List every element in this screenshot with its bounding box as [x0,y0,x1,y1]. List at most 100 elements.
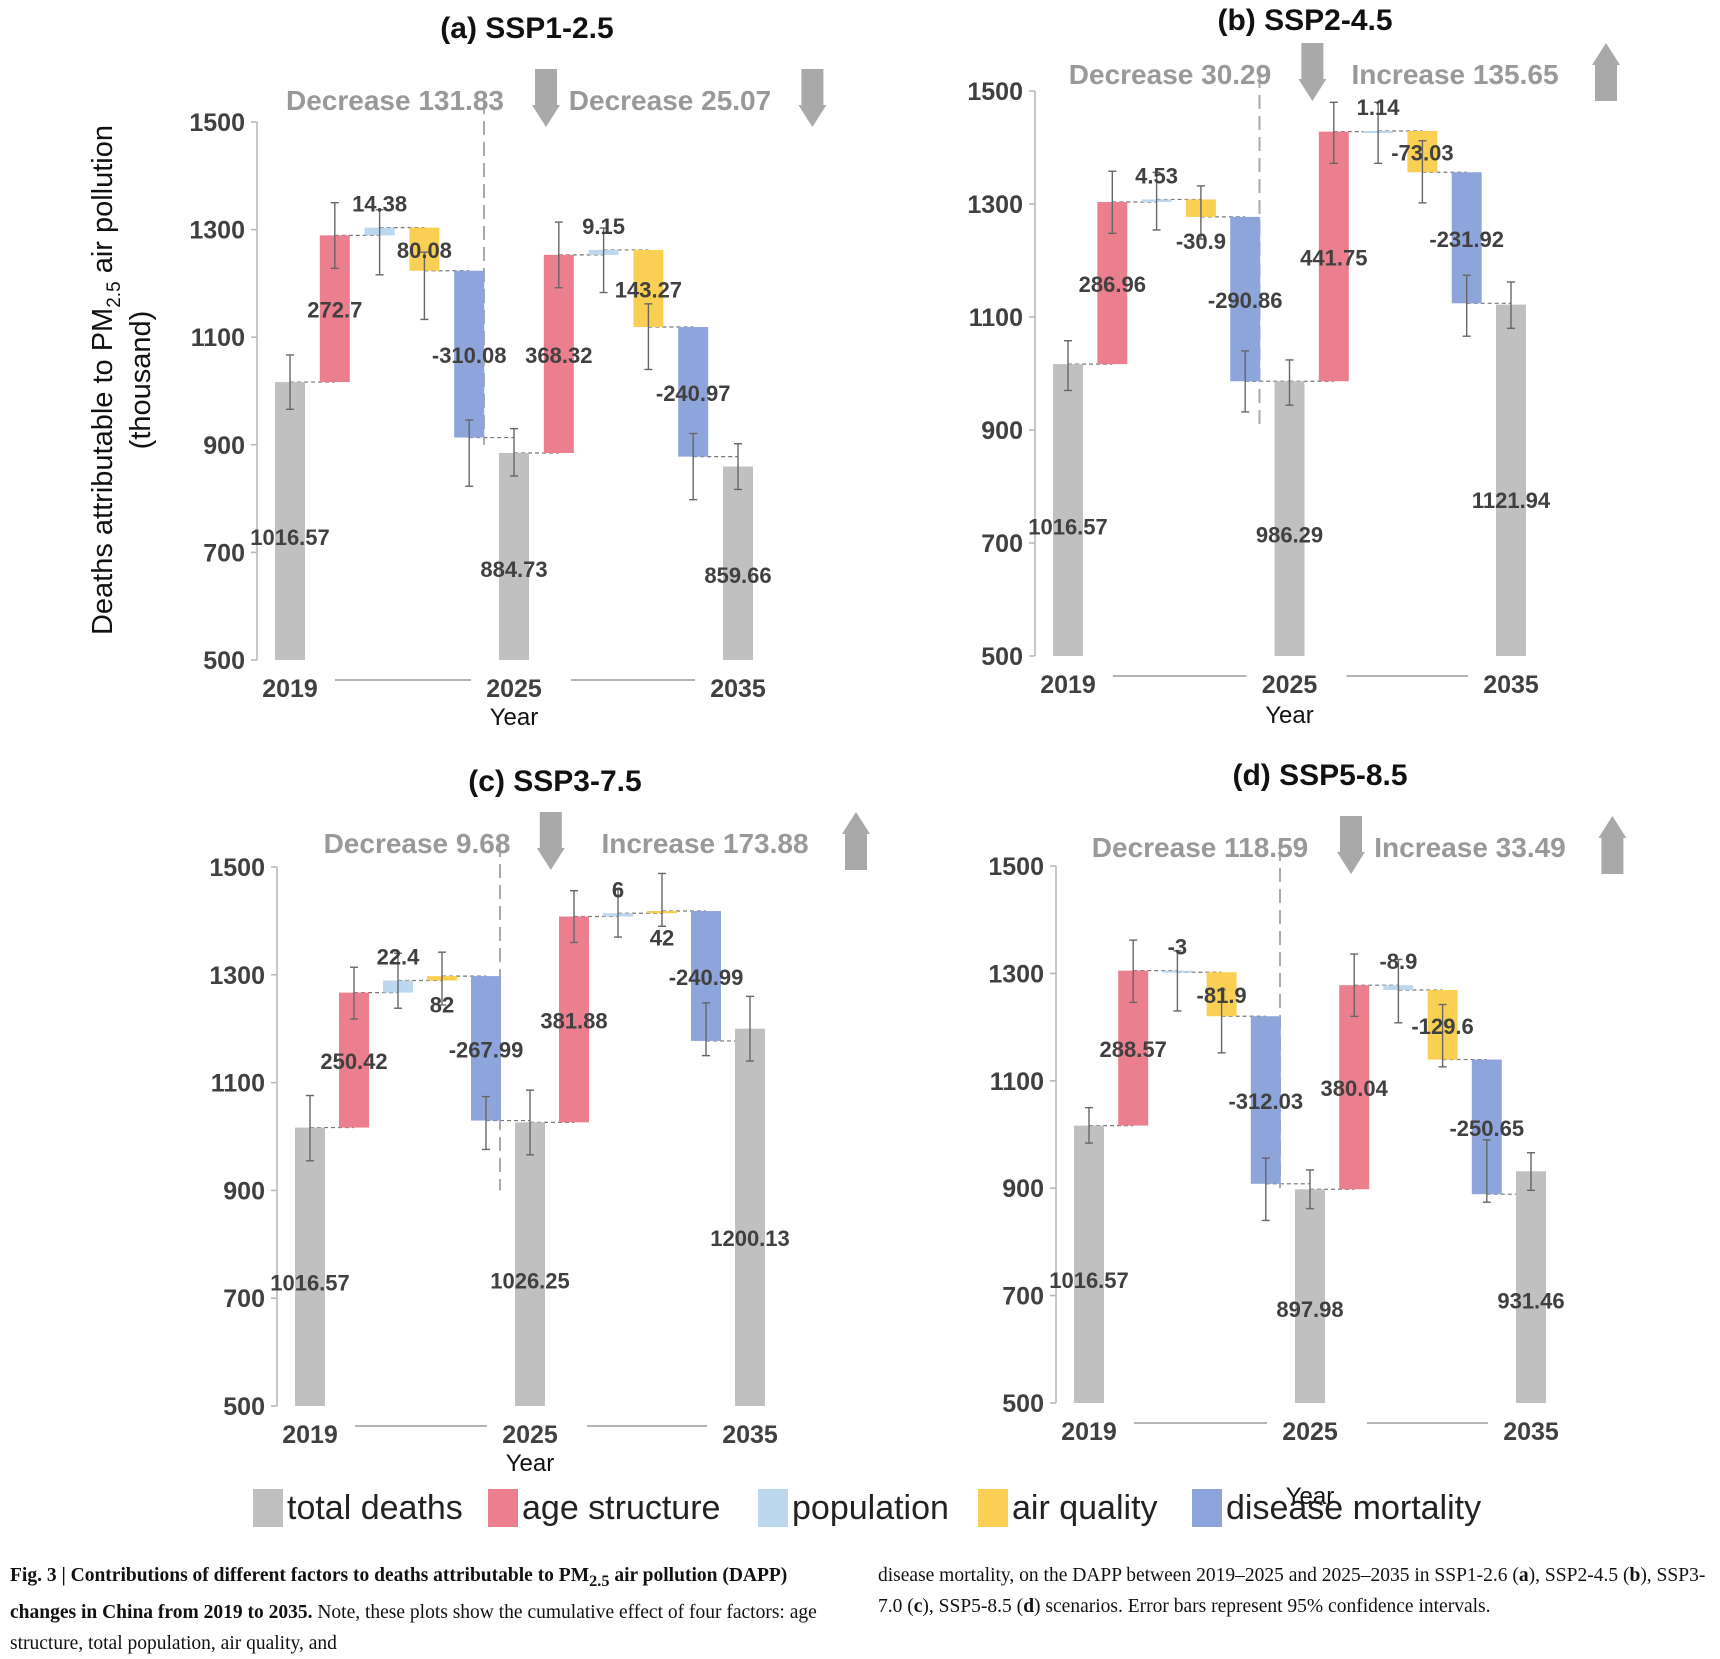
x-tick-label: 2035 [722,1421,778,1449]
data-label: 6 [612,877,624,902]
data-label: 1200.13 [710,1226,790,1251]
y-tick-label: 900 [981,417,1023,445]
bar-total [1295,1189,1325,1403]
y-tick-label: 1500 [967,78,1023,106]
bar-total [515,1122,545,1406]
bar-total [1274,381,1305,656]
data-label: 288.57 [1100,1037,1167,1062]
data-label: -73.03 [1391,141,1453,166]
bar-total [275,382,305,660]
bar-mortality [454,270,485,438]
change-annotation: Decrease 25.07 [569,85,771,116]
data-label: -240.97 [656,381,731,406]
data-label: -231.92 [1429,227,1504,252]
x-tick-label: 2035 [1483,671,1539,699]
data-label: 250.42 [320,1049,387,1074]
change-annotation: Increase 173.88 [601,828,808,859]
y-tick-label: 700 [203,539,245,567]
data-label: 986.29 [1256,522,1323,547]
y-axis-label-unit: (thousand) [125,311,157,450]
arrow-down-icon [536,812,565,870]
data-label: 286.96 [1079,272,1146,297]
bar-age [1318,131,1349,382]
chart-title: (c) SSP3-7.5 [468,765,641,798]
data-label: -30.9 [1176,229,1226,254]
x-tick-label: 2035 [710,675,766,703]
bar-mortality [1250,1016,1281,1184]
y-tick-label: 900 [1002,1175,1044,1203]
y-tick-label: 700 [981,530,1023,558]
x-tick-label: 2025 [502,1421,558,1449]
chart-panel-a: (a) SSP1-2.5 500 700 900 1100 1300 1500 1016.57… [189,12,827,731]
data-label: 1016.57 [270,1271,350,1296]
y-tick-label: 1100 [990,1068,1044,1096]
data-label: -3 [1168,935,1188,960]
chart-panel-d: (d) SSP5-8.5 500 700 900 1100 1300 1500 1016.57… [988,759,1627,1510]
data-label: 1016.57 [1049,1268,1129,1293]
data-label: 931.46 [1497,1289,1564,1314]
legend: total deaths age structure population air q… [253,1489,1481,1527]
legend-label-air: air quality [1012,1489,1158,1527]
data-label: 1016.57 [1028,515,1108,540]
data-label: -310.08 [432,343,507,368]
data-label: 897.98 [1276,1297,1343,1322]
data-label: -312.03 [1228,1089,1303,1114]
arrow-up-icon [842,812,870,870]
chart-panel-c: (c) SSP3-7.5 500 700 900 1100 1300 1500 1016.57… [209,765,870,1477]
arrow-down-icon [798,69,827,127]
data-label: 1.14 [1357,95,1401,120]
figure-canvas: Deaths attributable to PM2.5 air polluti… [87,4,1627,1527]
bar-total [1516,1171,1546,1403]
bar-total [1496,304,1526,656]
arrow-down-icon [1337,816,1365,874]
data-label: 143.27 [615,277,682,302]
bar-total [1074,1125,1104,1403]
y-tick-label: 900 [223,1177,265,1205]
x-tick-label: 2019 [262,675,318,703]
x-axis-label: Year [490,704,539,731]
legend-label-total: total deaths [287,1489,463,1527]
legend-swatch-age [488,1489,518,1527]
x-tick-label: 2035 [1503,1418,1559,1446]
arrow-up-icon [1592,43,1620,101]
data-label: 4.53 [1135,163,1178,188]
x-tick-label: 2019 [1061,1418,1117,1446]
legend-label-age: age structure [522,1489,720,1527]
data-label: -8.9 [1379,949,1417,974]
bar-total [723,466,753,660]
chart-title: (d) SSP5-8.5 [1232,759,1407,792]
legend-swatch-mortality [1192,1489,1222,1527]
data-label: -250.65 [1449,1116,1524,1141]
bar-total [735,1028,765,1406]
y-tick-label: 500 [981,643,1023,671]
bar-total [499,453,529,660]
y-tick-label: 1500 [189,109,245,137]
x-axis-label: Year [1265,702,1314,729]
chart-title: (a) SSP1-2.5 [440,12,613,45]
change-annotation: Decrease 30.29 [1069,59,1271,90]
data-label: 9.15 [582,214,625,239]
y-tick-label: 700 [223,1285,265,1313]
y-tick-label: 1300 [209,962,265,990]
legend-label-mortality: disease mortality [1226,1489,1481,1527]
data-label: 80.08 [397,238,452,263]
caption-bold: Fig. 3 | Contributions of different fact… [10,1565,788,1623]
data-label: -240.99 [669,965,744,990]
bar-age [559,916,589,1123]
data-label: 14.38 [352,192,407,217]
y-tick-label: 1300 [988,960,1044,988]
y-tick-label: 1100 [969,304,1023,332]
x-tick-label: 2019 [282,1421,338,1449]
y-tick-label: 500 [223,1393,265,1421]
x-axis-label: Year [1286,1483,1335,1510]
data-label: 272.7 [307,298,362,323]
bar-total [1053,364,1083,656]
x-tick-label: 2025 [1282,1418,1338,1446]
y-tick-label: 500 [203,647,245,675]
y-tick-label: 500 [1002,1390,1044,1418]
y-tick-label: 1100 [211,1070,265,1098]
y-tick-label: 1500 [988,853,1044,881]
data-label: 82 [430,993,454,1018]
figure-caption-left: Fig. 3 | Contributions of different fact… [10,1560,850,1659]
data-label: 368.32 [525,343,592,368]
